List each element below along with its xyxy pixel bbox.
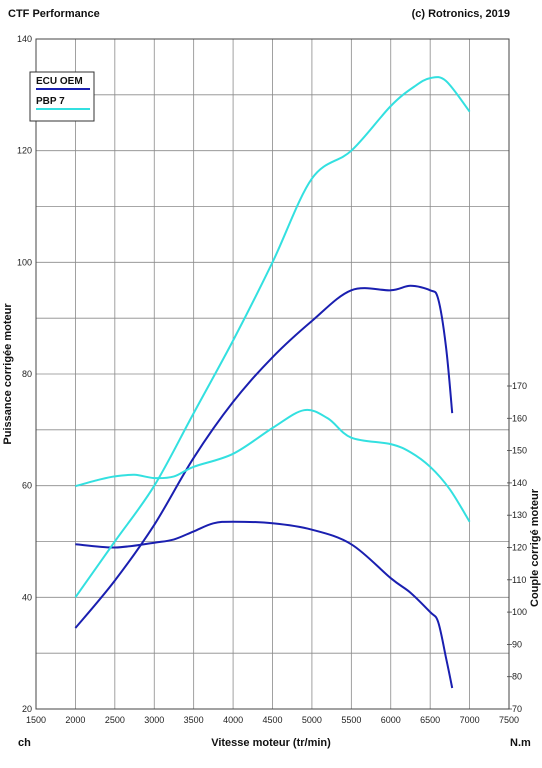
x-axis-label: Vitesse moteur (tr/min) xyxy=(211,737,331,749)
series xyxy=(74,76,471,689)
x-tick-label: 2500 xyxy=(105,715,125,725)
y-right-tick-label: 120 xyxy=(512,543,527,553)
legend: ECU OEM PBP 7 xyxy=(29,71,95,122)
header-copyright: (c) Rotronics, 2019 xyxy=(411,8,510,20)
y-left-tick-label: 40 xyxy=(22,592,32,602)
x-tick-label: 6500 xyxy=(420,715,440,725)
y-right-tick-label: 160 xyxy=(512,413,527,423)
legend-label: ECU OEM xyxy=(36,76,83,87)
y-right-tick-label: 170 xyxy=(512,381,527,391)
y-right-tick-label: 100 xyxy=(512,607,527,617)
x-tick-label: 5500 xyxy=(341,715,361,725)
series-line-ecu-oem-torque xyxy=(75,520,454,689)
plot-frame xyxy=(35,38,510,710)
grid xyxy=(35,38,510,710)
y-right-tick-label: 90 xyxy=(512,639,522,649)
y-left-tick-label: 20 xyxy=(22,704,32,714)
y-right-tick-label: 150 xyxy=(512,446,527,456)
x-tick-label: 4000 xyxy=(223,715,243,725)
series-line-pbp-7-power xyxy=(74,76,471,598)
unit-left: ch xyxy=(18,737,31,749)
axes: 20 40 60 80 100 120 140 70 80 90 100 110 120 130 140 15… xyxy=(17,34,527,725)
x-tick-label: 4500 xyxy=(262,715,282,725)
y-left-tick-label: 80 xyxy=(22,369,32,379)
header-title: CTF Performance xyxy=(8,8,100,20)
x-tick-label: 6000 xyxy=(381,715,401,725)
legend-box xyxy=(29,71,95,122)
series-line-ecu-oem-power xyxy=(74,284,454,629)
y-left-tick-label: 140 xyxy=(17,34,32,44)
x-tick-label: 7000 xyxy=(460,715,480,725)
y-axis-left-label: Puissance corrigée moteur xyxy=(2,303,14,445)
y-left-tick-label: 100 xyxy=(17,257,32,267)
x-tick-label: 1500 xyxy=(26,715,46,725)
y-right-tick-label: 80 xyxy=(512,672,522,682)
y-left-tick-label: 120 xyxy=(17,146,32,156)
y-right-tick-label: 140 xyxy=(512,478,527,488)
series-line-pbp-7-torque xyxy=(75,408,471,523)
y-right-tick-label: 70 xyxy=(512,704,522,714)
y-right-tick-label: 130 xyxy=(512,510,527,520)
x-tick-label: 3500 xyxy=(184,715,204,725)
unit-right: N.m xyxy=(510,737,531,749)
x-tick-label: 3000 xyxy=(144,715,164,725)
y-left-tick-label: 60 xyxy=(22,481,32,491)
x-tick-label: 5000 xyxy=(302,715,322,725)
x-tick-label: 2000 xyxy=(65,715,85,725)
y-axis-right-label: Couple corrigé moteur xyxy=(529,489,541,607)
legend-label: PBP 7 xyxy=(36,96,65,107)
y-right-tick-label: 110 xyxy=(512,575,526,585)
x-tick-label: 7500 xyxy=(499,715,519,725)
